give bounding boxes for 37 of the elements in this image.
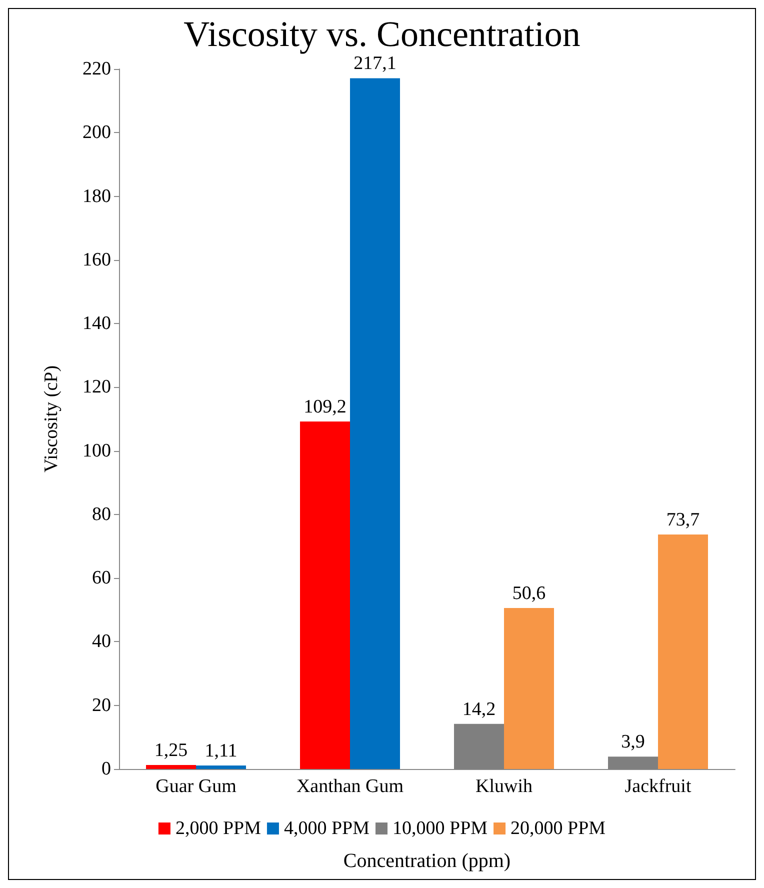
x-axis-title: Concentration (ppm)	[343, 850, 511, 872]
data-label: 50,6	[512, 583, 546, 604]
y-tick-label: 220	[82, 58, 111, 80]
data-label: 1,11	[204, 740, 238, 762]
x-tick-label: Guar Gum	[156, 776, 237, 797]
y-tick-label: 160	[82, 249, 111, 270]
y-tick-label: 100	[82, 440, 111, 462]
data-label: 73,7	[666, 510, 700, 530]
y-tick-label: 120	[82, 376, 111, 398]
legend-label: 4,000 PPM	[284, 818, 370, 839]
bar	[196, 765, 246, 769]
y-tick-label: 0	[102, 758, 111, 780]
y-tick-label: 180	[82, 186, 111, 207]
x-tick-label: Xanthan Gum	[296, 776, 404, 797]
y-tick-label: 60	[92, 568, 111, 589]
y-tick-label: 40	[92, 631, 111, 652]
bar	[300, 422, 350, 769]
bar	[146, 765, 196, 769]
bar	[350, 78, 400, 769]
bar	[658, 534, 708, 769]
data-label: 1,25	[154, 740, 188, 762]
x-tick-label: Kluwih	[476, 776, 533, 797]
x-tick-label: Jackfruit	[624, 776, 692, 797]
y-tick-label: 80	[92, 504, 111, 525]
legend-label: 20,000 PPM	[510, 818, 606, 839]
bar	[504, 608, 554, 769]
data-label: 14,2	[462, 698, 496, 720]
data-label: 217,1	[354, 53, 396, 74]
legend-label: 2,000 PPM	[175, 818, 262, 839]
y-tick-label: 200	[82, 122, 111, 144]
chart-title: Viscosity vs. Concentration	[184, 14, 580, 54]
data-label: 3,9	[621, 732, 645, 753]
legend-label: 10,000 PPM	[392, 818, 488, 839]
y-tick-label: 20	[92, 694, 111, 716]
data-label: 109,2	[304, 396, 346, 418]
y-tick-label: 140	[82, 313, 111, 334]
y-axis-title: Viscosity (cP)	[41, 365, 62, 473]
